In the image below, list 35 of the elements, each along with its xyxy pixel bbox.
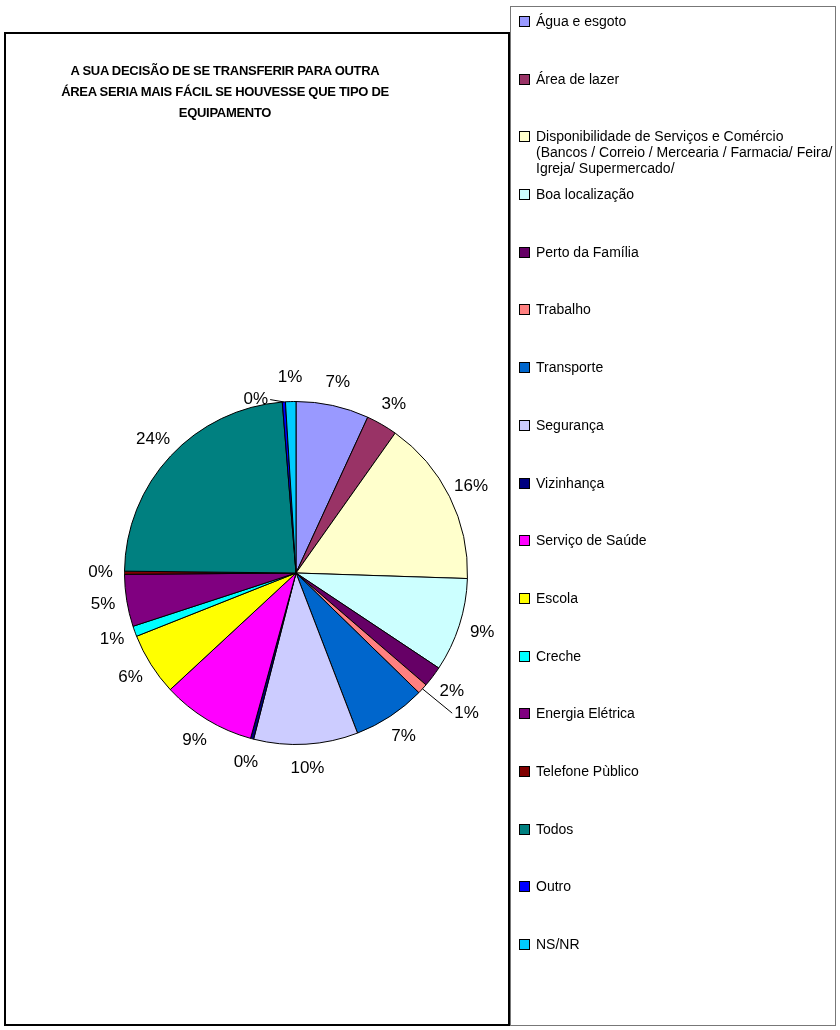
data-label: 1% bbox=[99, 629, 125, 649]
legend-label: Serviço de Saúde bbox=[536, 532, 647, 549]
legend-label: Área de lazer bbox=[536, 70, 620, 87]
legend-label: Transporte bbox=[536, 359, 604, 376]
legend-label: Escola bbox=[536, 589, 579, 606]
data-label: 7% bbox=[325, 371, 351, 391]
legend-label: NS/NR bbox=[536, 936, 580, 952]
legend-label: Perto da Família bbox=[536, 243, 639, 260]
legend-label: Energia Elétrica bbox=[536, 705, 635, 722]
data-label: 5% bbox=[90, 594, 116, 614]
data-label: 6% bbox=[118, 666, 143, 686]
data-label: 24% bbox=[136, 429, 171, 449]
data-label: 3% bbox=[381, 393, 407, 413]
data-label: 9% bbox=[182, 729, 207, 749]
legend-label: Creche bbox=[536, 647, 582, 664]
legend-label: Trabalho bbox=[536, 301, 591, 318]
data-label: 0% bbox=[243, 389, 269, 409]
data-label: 0% bbox=[233, 751, 259, 771]
legend-label: Outro bbox=[536, 878, 572, 895]
data-label: 16% bbox=[454, 475, 489, 495]
legend-label: Boa localização bbox=[536, 186, 635, 203]
legend-label: Segurança bbox=[536, 416, 604, 433]
text: A SUA DECISÃO DE SE TRANSFERIR PARA OUTRA ÁREA SERIA MAIS FÁCIL SE HOUVESSE QUE TIPO DE EQUIPAMENTO bbox=[60, 62, 390, 122]
legend-label: Todos bbox=[536, 820, 574, 837]
data-label: 1% bbox=[277, 367, 303, 387]
data-label: 10% bbox=[290, 757, 325, 777]
legend-label: Disponibilidade de Serviços e Comércio (Bancos / Correio / Mercearia / Farmacia/ Feira/ Igreja/ Supermercado/ bbox=[536, 128, 834, 177]
legend-label: Água e esgoto bbox=[536, 13, 627, 29]
data-label: 9% bbox=[469, 622, 495, 642]
data-label: 2% bbox=[439, 680, 465, 700]
legend-label: Telefone Pùblico bbox=[536, 762, 639, 779]
data-label: 7% bbox=[391, 725, 416, 745]
data-label: 1% bbox=[454, 702, 479, 722]
data-label: 0% bbox=[88, 562, 113, 582]
legend-label: Vizinhança bbox=[536, 474, 605, 491]
